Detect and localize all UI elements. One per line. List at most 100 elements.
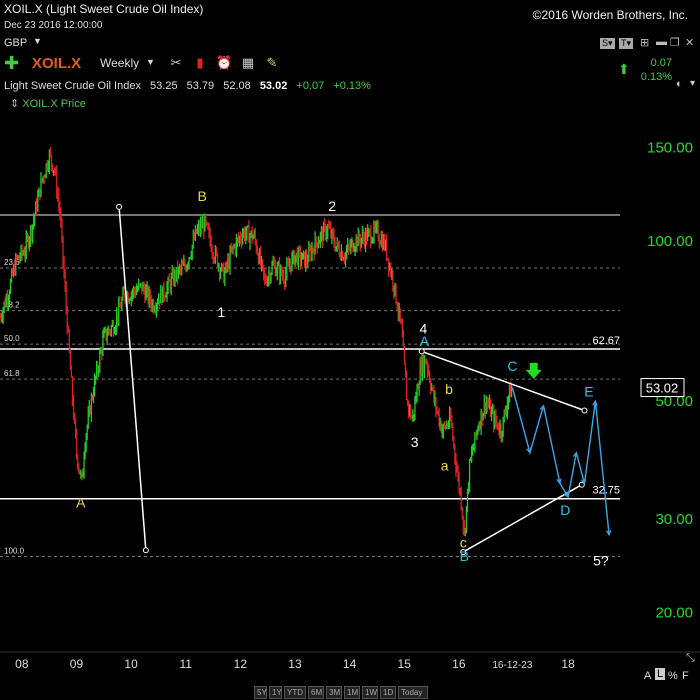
indicator-icon[interactable]: ▮ [196, 55, 204, 70]
range-button-3m[interactable]: 3M [326, 686, 342, 699]
x-tick-label: 13 [288, 657, 302, 671]
x-tick-label: 18 [561, 657, 575, 671]
collapse-arrows-icon[interactable]: ⇕ [10, 98, 20, 110]
calculator-icon[interactable]: ▦ [241, 55, 255, 70]
restore-icon[interactable]: ❐ [670, 37, 680, 49]
trendline-handle [581, 407, 588, 414]
projection-arrowhead [556, 478, 562, 485]
timeframe-select[interactable]: Weekly [100, 56, 140, 70]
wave-label: 1 [217, 304, 225, 320]
wave-label: 3 [411, 434, 419, 450]
chevron-down-icon[interactable]: ▼ [33, 36, 42, 46]
price-legend-label: XOIL.X Price [22, 98, 86, 110]
scale-auto-button[interactable]: A [644, 670, 652, 682]
range-button-5y[interactable]: 5Y [254, 686, 267, 699]
price-legend[interactable]: ⇕ XOIL.X Price [10, 97, 86, 110]
chart-datetime: Dec 23 2016 12:00:00 [4, 20, 103, 31]
quote-change: +0.07 [296, 80, 325, 92]
projection-arrowhead [592, 399, 598, 407]
y-tick-label: 30.00 [655, 511, 693, 528]
wave-label: 2 [328, 198, 336, 214]
x-tick-label: 08 [15, 657, 29, 671]
wave-label: 4 [419, 321, 427, 337]
symbol-input[interactable]: XOIL.X [32, 55, 82, 72]
trendline-handle [460, 548, 467, 555]
level-label: 62.67 [592, 335, 620, 347]
add-icon[interactable]: ✚ [4, 53, 20, 73]
copyright-text: ©2016 Worden Brothers, Inc. [532, 8, 688, 22]
chevron-down-icon[interactable]: ▾ [690, 78, 696, 89]
currency-select[interactable]: GBP [4, 37, 28, 49]
chevron-down-icon[interactable]: ▼ [146, 57, 155, 67]
x-tick-label: 10 [124, 657, 138, 671]
quote-line: Light Sweet Crude Oil Index 53.25 53.79 … [4, 80, 377, 92]
close-icon[interactable]: ✕ [685, 37, 695, 49]
scale-menu-button[interactable]: S▾ [600, 38, 615, 49]
change-value: 0.07 [650, 57, 672, 69]
wave-label: C [507, 358, 517, 374]
quote-name: Light Sweet Crude Oil Index [4, 80, 141, 92]
palette-icon[interactable]: ◐ [676, 78, 683, 90]
scale-fit-button[interactable]: F [682, 670, 689, 682]
trendline-handle [116, 203, 123, 210]
projection-arrowhead [539, 404, 545, 411]
alarm-clock-icon[interactable]: ⏰ [216, 55, 233, 70]
trendline-handle [142, 547, 149, 554]
wave-label: 5? [593, 553, 609, 569]
quote-open: 53.25 [150, 80, 178, 92]
range-button-6m[interactable]: 6M [308, 686, 324, 699]
wave-label: A [420, 333, 430, 349]
arrow-down-icon [525, 362, 542, 379]
fib-level-label: 61.8 [4, 369, 20, 378]
range-button-ytd[interactable]: YTD [284, 686, 306, 699]
arrow-up-icon: ⬆ [618, 61, 630, 77]
minimize-icon[interactable]: ▬ [656, 36, 667, 48]
window-plus-icon[interactable]: ⊞ [640, 37, 650, 49]
type-menu-button[interactable]: T▾ [619, 38, 634, 49]
fib-level-label: 100.0 [4, 546, 25, 555]
range-button-1y[interactable]: 1Y [269, 686, 282, 699]
range-button-1m[interactable]: 1M [344, 686, 360, 699]
range-button-today[interactable]: Today [398, 686, 428, 699]
note-icon[interactable]: ✎ [266, 55, 278, 70]
fib-level-label: 50.0 [4, 334, 20, 343]
quote-high: 53.79 [186, 80, 215, 92]
x-tick-label: 09 [70, 657, 84, 671]
trendline [421, 350, 585, 412]
y-tick-label: 50.00 [655, 393, 693, 410]
range-button-1w[interactable]: 1W [362, 686, 378, 699]
current-price-label: 53.02 [646, 381, 679, 396]
fib-level-label: 38.2 [4, 301, 20, 310]
scale-log-button[interactable]: L [655, 668, 666, 680]
projection-arrowhead [572, 451, 579, 458]
projection-arrowhead [563, 491, 569, 499]
current-price-box [640, 378, 685, 398]
projection-arrowhead [605, 529, 612, 537]
quote-close: 53.02 [259, 80, 288, 92]
tools-icon[interactable]: ✂ [170, 55, 182, 70]
wave-label: A [76, 495, 86, 511]
expand-icon[interactable]: ⤡ [686, 652, 695, 664]
projection-arrowhead [580, 478, 587, 485]
trendline [462, 484, 583, 553]
projection-arrowhead [526, 447, 532, 454]
level-label: 32.75 [592, 485, 620, 497]
scale-percent-button[interactable]: % [668, 670, 678, 682]
x-tick-label: 11 [179, 657, 192, 671]
y-tick-label: 150.00 [647, 140, 693, 157]
x-tick-label: 12 [234, 657, 248, 671]
wave-label: B [197, 188, 206, 204]
range-button-1d[interactable]: 1D [380, 686, 396, 699]
wave-label: c [460, 535, 467, 551]
wave-label: B [460, 548, 469, 564]
y-tick-label: 20.00 [655, 604, 693, 621]
x-tick-label: 16 [452, 657, 466, 671]
x-tick-label: 15 [398, 657, 412, 671]
wave-label: D [560, 502, 570, 518]
trendline-handle [578, 481, 585, 488]
x-tick-label: 14 [343, 657, 357, 671]
wave-label: b [445, 381, 453, 397]
quote-change-pct: +0.13% [333, 80, 371, 92]
quote-low: 52.08 [223, 80, 251, 92]
